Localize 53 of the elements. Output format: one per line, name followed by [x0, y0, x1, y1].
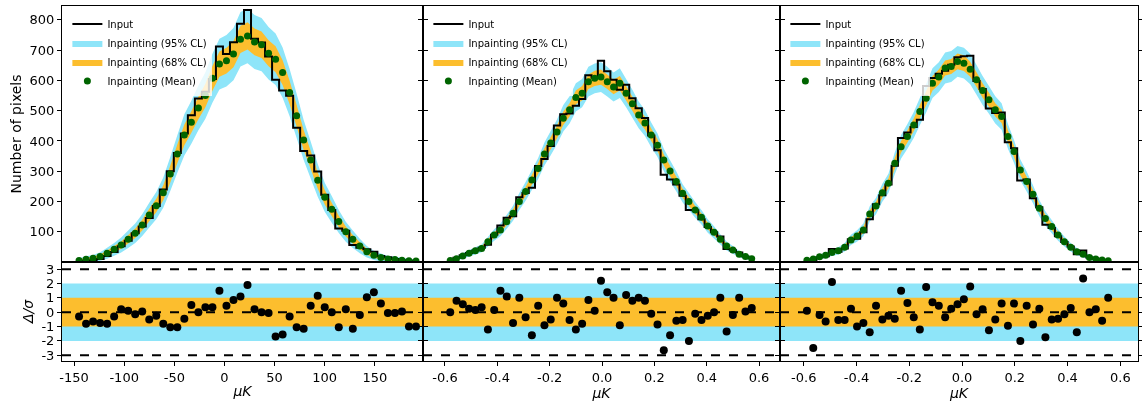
- legend-label: Input: [107, 18, 134, 30]
- legend-label: Inpainting (Mean): [468, 75, 557, 87]
- x-tick-label: 150: [362, 369, 388, 385]
- y-tick-label: 100: [29, 224, 55, 240]
- y-tick-label: 200: [29, 194, 55, 210]
- legend-label: Input: [468, 18, 495, 30]
- x-axis-title: μK: [948, 384, 970, 401]
- legend-label: Inpainting (95% CL): [825, 37, 925, 49]
- y-axis-title: Δ/σ: [20, 298, 37, 325]
- x-tick-label: 100: [312, 369, 338, 385]
- x-tick-label: 0.0: [951, 369, 973, 385]
- legend-label: Inpainting (95% CL): [107, 37, 207, 49]
- y-tick-label: 500: [29, 103, 55, 119]
- x-tick-label: 0.0: [591, 369, 613, 385]
- x-tick-label: 0.6: [1109, 369, 1131, 385]
- x-tick-label: -0.6: [791, 369, 817, 385]
- x-tick-label: 50: [266, 369, 283, 385]
- y-tick-label: 400: [29, 133, 55, 149]
- x-tick-label: -150: [59, 369, 89, 385]
- x-tick-label: -0.2: [536, 369, 563, 385]
- y-tick-label: -3: [41, 347, 55, 363]
- legend-label: Inpainting (68% CL): [107, 56, 207, 68]
- x-tick-label: 0.2: [1004, 369, 1026, 385]
- y-tick-label: -2: [41, 333, 55, 349]
- legend-label: Input: [825, 18, 852, 30]
- y-tick-label: 2: [46, 276, 55, 292]
- x-axis-title: μK: [232, 382, 254, 399]
- x-tick-label: -0.4: [843, 369, 870, 385]
- x-tick-label: 0.2: [644, 369, 665, 385]
- x-tick-label: -100: [109, 369, 139, 385]
- x-tick-label: 0.4: [1057, 369, 1078, 385]
- legend-label: Inpainting (68% CL): [825, 56, 925, 68]
- legend-label: Inpainting (Mean): [107, 75, 196, 87]
- legend-label: Inpainting (95% CL): [468, 37, 568, 49]
- x-tick-label: -0.6: [432, 369, 458, 385]
- x-tick-label: 0.4: [696, 369, 718, 385]
- y-tick-label: 600: [29, 72, 55, 88]
- legend-label: Inpainting (68% CL): [468, 56, 568, 68]
- legend-label: Inpainting (Mean): [825, 75, 914, 87]
- x-tick-label: -50: [163, 369, 185, 385]
- x-tick-label: 0: [220, 369, 229, 385]
- x-axis-title: μK: [591, 384, 613, 401]
- y-tick-label: 1: [46, 290, 55, 306]
- y-tick-label: 300: [29, 163, 55, 179]
- x-tick-label: -0.2: [896, 369, 922, 385]
- y-axis-title: Number of pixels: [8, 74, 25, 194]
- y-tick-label: -1: [41, 319, 55, 335]
- y-tick-label: 3: [46, 261, 55, 277]
- x-tick-label: -0.4: [484, 369, 511, 385]
- x-tick-label: 0.6: [748, 369, 770, 385]
- y-tick-label: 800: [29, 12, 55, 28]
- y-tick-label: 0: [46, 304, 55, 320]
- y-tick-label: 700: [29, 42, 55, 58]
